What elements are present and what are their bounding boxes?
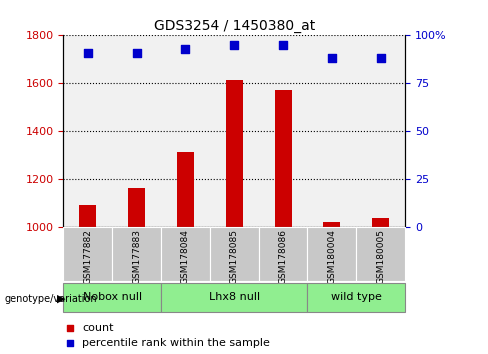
Text: ▶: ▶ [57, 294, 65, 304]
Bar [112, 35, 161, 227]
Text: GSM178086: GSM178086 [279, 229, 287, 284]
Bar [307, 227, 356, 281]
Bar [161, 283, 307, 312]
Text: genotype/variation: genotype/variation [5, 294, 98, 304]
Bar [128, 188, 145, 227]
Text: wild type: wild type [331, 292, 382, 302]
Bar [225, 80, 243, 227]
Bar [323, 222, 340, 227]
Bar [274, 90, 292, 227]
Text: GSM177882: GSM177882 [83, 229, 92, 284]
Point [292, 268, 300, 274]
Bar [161, 227, 210, 281]
Text: count: count [82, 322, 114, 332]
Point [279, 42, 287, 48]
Point [84, 50, 92, 56]
Bar [112, 227, 161, 281]
Bar [259, 227, 307, 281]
Bar [63, 35, 112, 227]
Bar [210, 227, 259, 281]
Bar [63, 227, 112, 281]
Text: percentile rank within the sample: percentile rank within the sample [82, 338, 270, 348]
Bar [307, 283, 405, 312]
Bar [372, 218, 389, 227]
Point [230, 42, 238, 48]
Point [377, 56, 385, 61]
Bar [63, 283, 161, 312]
Bar [80, 205, 97, 227]
Bar [356, 227, 405, 281]
Point [133, 50, 141, 56]
Bar [210, 35, 259, 227]
Text: GSM180005: GSM180005 [376, 229, 385, 284]
Title: GDS3254 / 1450380_at: GDS3254 / 1450380_at [154, 19, 315, 33]
Bar [177, 153, 194, 227]
Text: GSM180004: GSM180004 [327, 229, 336, 284]
Text: GSM178085: GSM178085 [230, 229, 239, 284]
Bar [356, 35, 405, 227]
Text: Lhx8 null: Lhx8 null [209, 292, 260, 302]
Point [292, 123, 300, 129]
Text: GSM177883: GSM177883 [132, 229, 141, 284]
Point [182, 46, 189, 52]
Bar [259, 35, 307, 227]
Text: Nobox null: Nobox null [82, 292, 142, 302]
Point [328, 56, 336, 61]
Text: GSM178084: GSM178084 [181, 229, 190, 284]
Bar [307, 35, 356, 227]
Bar [161, 35, 210, 227]
